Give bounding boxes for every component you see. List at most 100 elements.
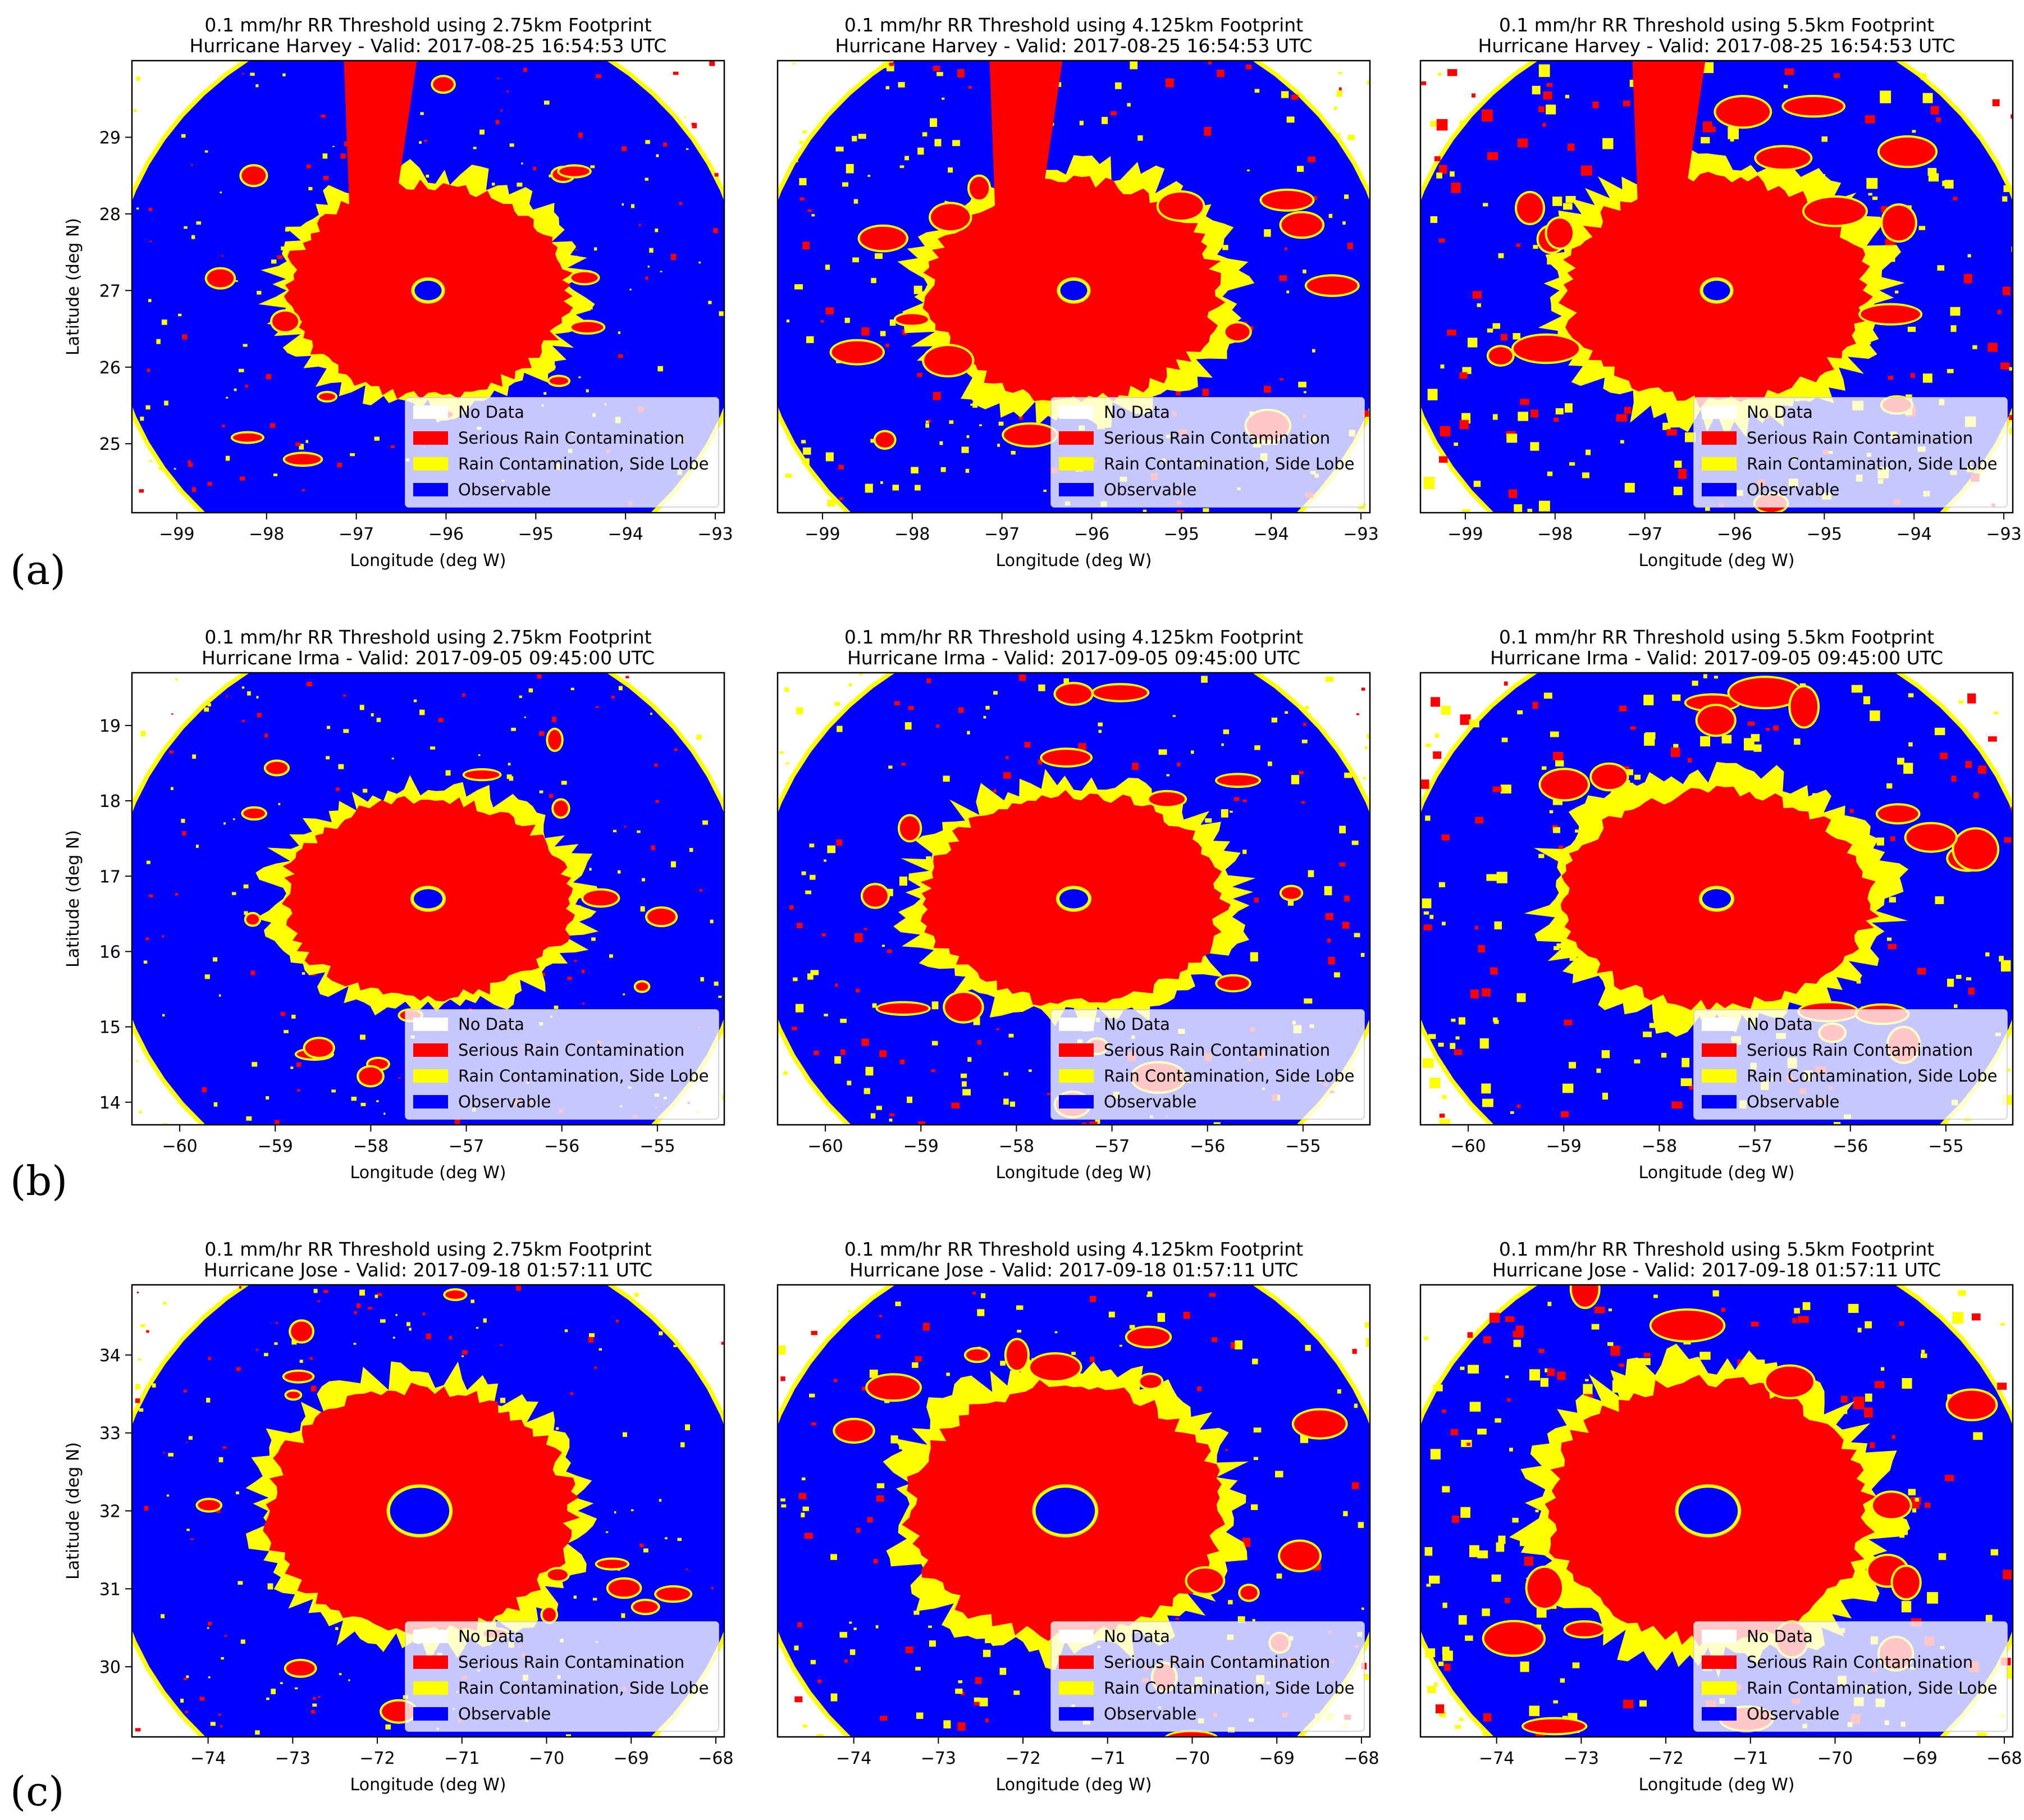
speckle — [301, 972, 305, 975]
speckle — [1442, 1410, 1446, 1413]
speckle — [543, 392, 547, 395]
speckle — [351, 1097, 357, 1101]
speckle — [1233, 797, 1240, 801]
speckle — [834, 1379, 838, 1383]
speckle — [966, 435, 970, 439]
legend: No Data Serious Rain Contamination Rain Co… — [405, 1621, 719, 1732]
speckle — [1841, 1395, 1848, 1403]
rain-band-core — [945, 993, 982, 1021]
speckle — [184, 226, 188, 229]
speckle — [192, 754, 197, 759]
speckle — [1623, 1699, 1634, 1709]
speckle — [1999, 956, 2004, 962]
legend-label: Serious Rain Contamination — [458, 428, 684, 448]
rain-band-core — [241, 166, 266, 185]
speckle — [594, 247, 597, 251]
x-tick-label: −96 — [1717, 524, 1752, 544]
speckle — [1336, 90, 1342, 97]
speckle — [1361, 1607, 1364, 1610]
speckle — [178, 313, 182, 317]
speckle — [146, 860, 150, 864]
speckle — [2002, 286, 2011, 295]
legend-label: Observable — [1747, 480, 1839, 499]
panel-subtitle: Hurricane Jose - Valid: 2017-09-18 01:57… — [1492, 1259, 1941, 1281]
speckle — [1426, 743, 1432, 747]
speckle — [255, 84, 259, 88]
x-tick-label: −58 — [353, 1137, 389, 1156]
speckle — [1285, 711, 1289, 714]
speckle — [1702, 121, 1712, 133]
speckle — [1460, 714, 1471, 725]
speckle — [1643, 695, 1654, 705]
speckle — [462, 1355, 464, 1357]
speckle — [1671, 1101, 1683, 1109]
speckle — [274, 1342, 278, 1345]
speckle — [1492, 786, 1502, 792]
rain-band-core — [1513, 335, 1579, 362]
speckle — [659, 1331, 663, 1335]
speckle — [838, 464, 844, 469]
legend-box — [1050, 1621, 1365, 1732]
speckle — [1547, 1302, 1552, 1306]
speckle — [849, 1649, 856, 1655]
panel-jose-5.5km: 0.1 mm/hr RR Threshold using 5.5km Footp… — [1419, 1238, 2022, 1795]
speckle — [139, 1408, 144, 1412]
speckle — [870, 439, 875, 443]
speckle — [305, 440, 308, 443]
speckle — [169, 750, 174, 754]
speckle — [500, 1398, 506, 1403]
speckle — [1313, 196, 1317, 200]
speckle — [1550, 731, 1559, 737]
speckle — [236, 1367, 241, 1371]
speckle — [1247, 169, 1250, 172]
speckle — [913, 285, 922, 294]
speckle — [1751, 1321, 1759, 1327]
speckle — [618, 870, 621, 874]
speckle — [852, 136, 857, 142]
y-tick-label: 16 — [99, 942, 121, 962]
speckle — [1364, 746, 1368, 750]
speckle — [1849, 809, 1854, 813]
rain-band-core — [284, 1371, 313, 1381]
speckle — [275, 1120, 280, 1125]
speckle — [1433, 1682, 1438, 1687]
legend-label: No Data — [1104, 403, 1170, 422]
speckle — [313, 1697, 316, 1700]
speckle — [1886, 937, 1892, 941]
speckle — [805, 890, 811, 895]
speckle — [880, 1716, 888, 1721]
speckle — [1643, 1032, 1652, 1037]
speckle — [801, 1512, 805, 1517]
legend-label: Serious Rain Contamination — [1747, 428, 1973, 448]
speckle — [1221, 809, 1228, 818]
speckle — [1950, 325, 1957, 332]
speckle — [269, 423, 276, 428]
speckle — [660, 271, 663, 272]
speckle — [309, 1357, 313, 1360]
speckle — [591, 937, 596, 941]
row-label: (b) — [10, 1157, 67, 1205]
speckle — [670, 254, 677, 261]
speckle — [244, 911, 248, 915]
speckle — [242, 72, 244, 75]
speckle — [1556, 943, 1561, 948]
speckle — [917, 147, 924, 155]
speckle — [1442, 922, 1446, 925]
speckle — [948, 167, 953, 173]
speckle — [1344, 194, 1349, 199]
x-tick-label: −59 — [1546, 1137, 1582, 1156]
plot-frame — [131, 672, 725, 1126]
speckle — [934, 139, 942, 147]
speckle — [1252, 1358, 1258, 1365]
x-tick-label: −74 — [1479, 1749, 1514, 1768]
speckle — [862, 1386, 868, 1391]
speckle — [889, 62, 894, 66]
rain-band-core — [1306, 276, 1358, 295]
speckle — [226, 695, 228, 697]
rain-plume — [1632, 61, 1706, 212]
speckle — [700, 977, 704, 982]
speckle — [1507, 1398, 1511, 1402]
speckle — [647, 266, 650, 268]
speckle — [1264, 229, 1271, 237]
speckle — [1701, 137, 1710, 144]
